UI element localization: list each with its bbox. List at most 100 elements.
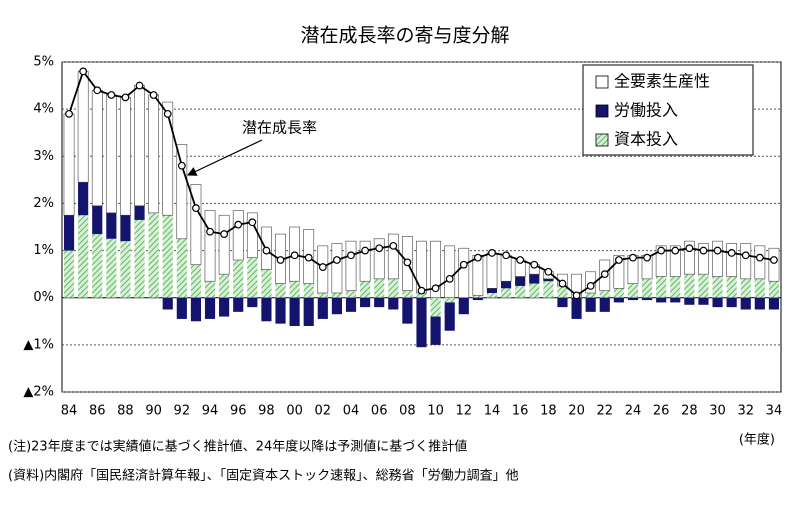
line-marker [614, 256, 623, 264]
bar-segment [218, 214, 230, 275]
bar-segment [613, 288, 624, 298]
x-tick-label: 20 [568, 404, 585, 419]
x-tick-label: 30 [709, 404, 726, 419]
line-marker [530, 260, 539, 269]
bar-segment [246, 212, 258, 258]
bar-segment [120, 97, 131, 216]
line-marker [459, 260, 468, 269]
bar-segment [360, 297, 371, 308]
bar-segment [458, 247, 470, 299]
bar-segment [585, 297, 596, 312]
line-marker [276, 256, 285, 264]
bar-segment [190, 264, 202, 298]
bar-segment [472, 297, 483, 301]
bar-segment [698, 297, 709, 305]
x-tick-label: 90 [145, 404, 162, 419]
bar-segment [148, 94, 160, 214]
x-tick-label: 86 [89, 404, 106, 419]
line-marker [93, 86, 102, 95]
bar-segment [613, 297, 624, 303]
bar-segment [162, 215, 173, 298]
bar-segment [515, 285, 526, 298]
line-marker [755, 253, 764, 262]
bar-segment [599, 290, 610, 298]
bar-segment [219, 274, 230, 298]
bar-segment [627, 297, 639, 301]
y-tick-label: ▲1% [23, 337, 54, 352]
line-marker [234, 220, 243, 229]
bar-segment [726, 243, 738, 277]
bar-segment [656, 276, 667, 298]
x-tick-label: 04 [343, 404, 360, 419]
line-marker [107, 91, 116, 99]
bar-segment [77, 71, 89, 183]
y-tick-label: 2% [33, 196, 54, 211]
bar-segment [317, 297, 328, 319]
bar-segment [416, 293, 427, 298]
bar-segment [233, 297, 244, 312]
bar-segment [515, 276, 526, 286]
bar-segment [148, 212, 159, 298]
bar-segment [232, 210, 244, 261]
legend-key [595, 133, 609, 147]
bar-segment [543, 278, 554, 282]
bar-segment [726, 297, 737, 308]
x-tick-label: 16 [512, 404, 529, 419]
x-tick-label: 00 [286, 404, 303, 419]
y-tick-label: 5% [33, 55, 54, 70]
bar-segment [345, 297, 357, 312]
bar-segment [402, 297, 413, 324]
line-marker [741, 251, 750, 260]
line-marker [600, 270, 609, 279]
bar-segment [331, 297, 342, 315]
bar-segment [78, 182, 89, 216]
bar-segment [402, 290, 413, 298]
line-marker [445, 274, 454, 283]
line-marker [643, 253, 651, 262]
x-tick-label: 26 [653, 404, 670, 419]
bar-segment [669, 245, 681, 277]
bar-segment [331, 243, 343, 294]
bar-segment [571, 297, 582, 319]
bar-segment [656, 297, 667, 303]
bar-segment [204, 297, 216, 319]
bar-segment [557, 285, 568, 298]
annotation-arrow [186, 139, 263, 176]
bar-segment [388, 297, 399, 310]
line-marker [318, 263, 327, 271]
line-marker [389, 241, 398, 250]
line-marker [220, 230, 229, 238]
x-tick-label: 22 [597, 404, 614, 419]
x-tick-label: 14 [484, 404, 501, 419]
line-marker [333, 256, 341, 264]
line-marker [473, 253, 482, 262]
x-tick-label: 88 [117, 404, 134, 419]
plot-border [61, 61, 782, 393]
bar-segment [63, 215, 75, 251]
line-marker [290, 251, 299, 260]
line-marker [65, 109, 73, 118]
x-tick-label: 98 [258, 404, 275, 419]
bar-segment [204, 281, 216, 298]
line-marker [163, 109, 172, 118]
bar-segment [92, 234, 103, 298]
bar-segment [247, 297, 258, 308]
bar-segment [444, 302, 455, 331]
bar-segment [120, 215, 131, 242]
line-marker [135, 81, 144, 90]
bar-segment [374, 297, 385, 308]
line-marker [657, 246, 666, 255]
bar-segment [768, 297, 780, 310]
bar-segment [613, 254, 625, 289]
x-tick-label: 12 [456, 404, 473, 419]
bar-segment [106, 212, 117, 239]
bar-segment [345, 290, 357, 298]
bar-segment [416, 297, 427, 348]
bar-segment [162, 101, 174, 216]
bar-segment [472, 295, 483, 298]
bar-segment [444, 297, 455, 303]
bar-segment [289, 281, 300, 298]
bar-segment [670, 297, 681, 303]
x-tick-label: 92 [174, 404, 191, 419]
bar-segment [754, 278, 765, 298]
